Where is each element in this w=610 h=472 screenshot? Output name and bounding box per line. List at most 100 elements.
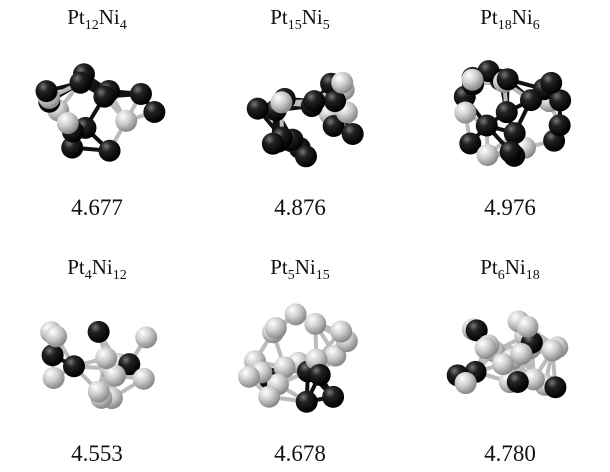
pt-atom	[262, 133, 284, 155]
pt-atom	[500, 141, 522, 163]
ni-atom	[455, 372, 477, 394]
ni-atom	[516, 316, 538, 338]
element: Ni	[512, 5, 533, 29]
pt-atom	[520, 89, 542, 111]
cluster	[238, 303, 358, 412]
element: Pt	[67, 255, 85, 279]
panel: Pt5Ni15 4.678	[238, 255, 358, 466]
panel: Pt4Ni12 4.553	[40, 255, 157, 466]
ni-atom	[461, 69, 483, 91]
pt-atom	[303, 90, 325, 112]
ni-atom	[330, 320, 352, 342]
pt-atom	[342, 123, 364, 145]
panel: Pt12Ni4 4.677	[36, 5, 166, 220]
formula: Pt6Ni18	[480, 255, 540, 283]
pt-atom	[63, 355, 85, 377]
cluster	[447, 310, 569, 398]
subscript: 6	[533, 18, 540, 33]
ni-atom	[542, 339, 564, 361]
pt-atom	[93, 86, 115, 108]
energy-value: 4.976	[484, 195, 536, 220]
ni-atom	[115, 110, 137, 132]
pt-atom	[496, 101, 518, 123]
formula: Pt12Ni4	[67, 5, 127, 33]
ni-atom	[492, 353, 514, 375]
subscript: 12	[85, 18, 99, 33]
element: Ni	[302, 5, 323, 29]
subscript: 6	[498, 268, 505, 283]
pt-atom	[69, 72, 91, 94]
ni-atom	[304, 313, 326, 335]
ni-atom	[57, 112, 79, 134]
formula: Pt4Ni12	[67, 255, 127, 283]
formula: Pt15Ni5	[270, 5, 330, 33]
element: Pt	[67, 5, 85, 29]
pt-atom	[504, 122, 526, 144]
pt-atom	[247, 98, 269, 120]
pt-atom	[36, 80, 58, 102]
pt-atom	[42, 344, 64, 366]
energy-value: 4.780	[484, 441, 536, 466]
pt-atom	[544, 376, 566, 398]
subscript: 18	[526, 268, 540, 283]
ni-atom	[88, 381, 110, 403]
ni-atom	[95, 347, 117, 369]
element: Ni	[295, 255, 316, 279]
panel: Pt15Ni5 4.876	[247, 5, 364, 220]
formula: Pt5Ni15	[270, 255, 330, 283]
subscript: 4	[120, 18, 127, 33]
cluster	[40, 321, 157, 409]
ni-atom	[285, 303, 307, 325]
ni-atom	[477, 144, 499, 166]
subscript: 15	[316, 268, 330, 283]
ni-atom	[238, 366, 260, 388]
ni-atom	[475, 337, 497, 359]
element: Pt	[270, 255, 288, 279]
cluster	[454, 60, 571, 167]
subscript: 5	[288, 268, 295, 283]
element: Pt	[480, 255, 498, 279]
pt-atom	[540, 72, 562, 94]
subscript: 4	[85, 268, 92, 283]
cluster	[36, 63, 166, 161]
ni-atom	[45, 325, 67, 347]
panel: Pt18Ni6 4.976	[454, 5, 571, 220]
energy-value: 4.678	[274, 441, 326, 466]
ni-atom	[135, 326, 157, 348]
ni-atom	[133, 368, 155, 390]
energy-value: 4.553	[71, 441, 123, 466]
element: Pt	[480, 5, 498, 29]
subscript: 5	[323, 18, 330, 33]
pt-atom	[309, 364, 331, 386]
pt-atom	[130, 83, 152, 105]
pt-atom	[99, 140, 121, 162]
subscript: 18	[498, 18, 512, 33]
element: Pt	[270, 5, 288, 29]
pt-atom	[88, 321, 110, 343]
element: Ni	[505, 255, 526, 279]
subscript: 15	[288, 18, 302, 33]
ni-atom	[258, 386, 280, 408]
energy-value: 4.677	[71, 195, 123, 220]
energy-value: 4.876	[274, 195, 326, 220]
pt-atom	[507, 371, 529, 393]
ni-atom	[270, 91, 292, 113]
pt-atom	[143, 101, 165, 123]
cluster	[247, 72, 364, 168]
element: Ni	[99, 5, 120, 29]
ni-atom	[331, 72, 353, 94]
subscript: 12	[113, 268, 127, 283]
ni-atom	[454, 102, 476, 124]
panel: Pt6Ni18 4.780	[447, 255, 569, 466]
figure: Pt12Ni44.677Pt15Ni54.876Pt18Ni64.976Pt4N…	[0, 0, 610, 472]
pt-atom	[322, 386, 344, 408]
pt-atom	[476, 115, 498, 137]
ni-atom	[265, 317, 287, 339]
formula: Pt18Ni6	[480, 5, 540, 33]
pt-atom	[497, 68, 519, 90]
pt-atom	[296, 391, 318, 413]
pt-atom	[295, 145, 317, 167]
element: Ni	[92, 255, 113, 279]
pt-atom	[549, 114, 571, 136]
ni-atom	[43, 367, 65, 389]
